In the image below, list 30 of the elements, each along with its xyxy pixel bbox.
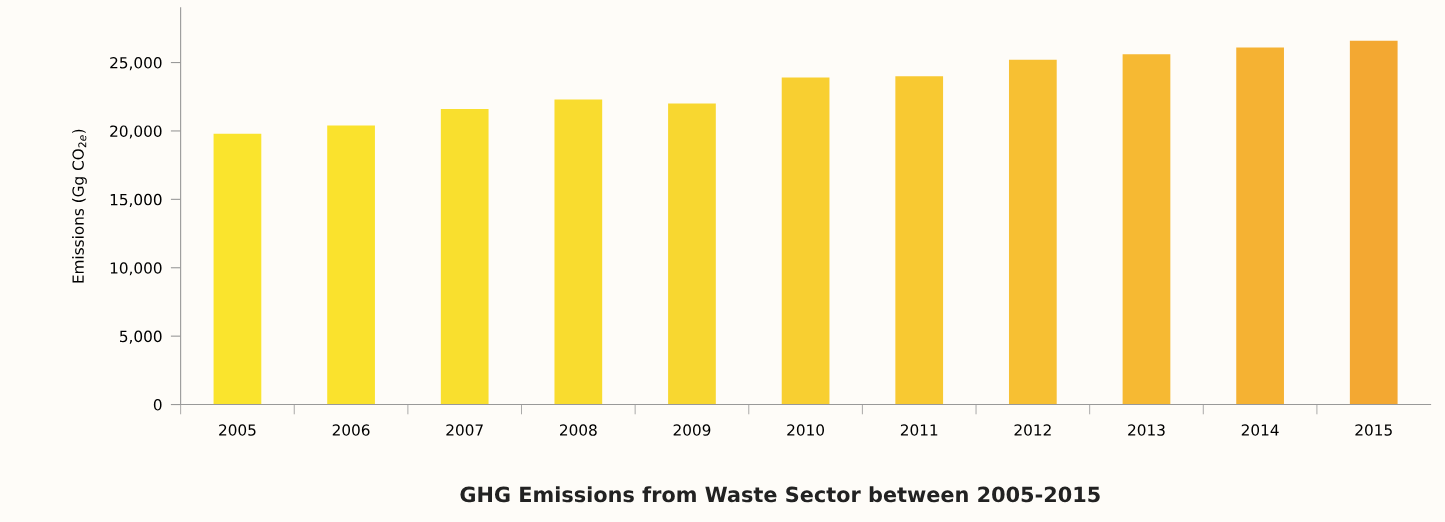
x-tick-label: 2010 <box>787 424 825 436</box>
bar <box>781 77 830 405</box>
y-tick-label: 15,000 <box>110 193 162 207</box>
bar <box>668 103 716 405</box>
bar <box>440 109 489 405</box>
bar <box>1122 54 1171 405</box>
bar <box>554 99 603 405</box>
x-tick-label: 2014 <box>1241 424 1279 436</box>
bar <box>895 76 944 405</box>
bar <box>1236 47 1284 405</box>
bar <box>1008 59 1057 405</box>
y-axis-title: Emissions (Gg CO$_{2e}$) <box>72 129 87 283</box>
x-tick-label: 2006 <box>332 424 370 436</box>
y-tick-label: 25,000 <box>110 57 162 71</box>
x-tick-label: 2005 <box>219 424 256 436</box>
x-tick-label: 2011 <box>900 424 938 436</box>
x-tick-label: 2012 <box>1014 424 1051 436</box>
y-tick-label: 0 <box>153 399 162 411</box>
x-tick-label: 2009 <box>673 424 711 436</box>
x-tick-label: 2015 <box>1355 424 1392 436</box>
text: GHG Emissions from Waste Sector between 2005-2015 <box>460 486 1100 503</box>
y-tick-label: 5,000 <box>120 330 162 344</box>
x-tick-label: 2013 <box>1128 424 1165 436</box>
bar <box>1349 40 1398 405</box>
y-tick-label: 10,000 <box>110 262 162 276</box>
y-tick-label: 20,000 <box>110 125 162 139</box>
x-tick-label: 2007 <box>446 424 483 436</box>
bar <box>213 133 262 405</box>
x-tick-label: 2008 <box>560 424 597 436</box>
bar <box>327 125 375 405</box>
